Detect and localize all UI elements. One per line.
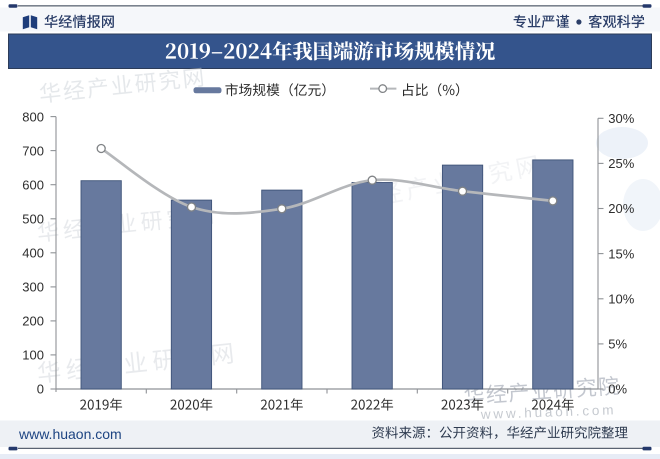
svg-text:30%: 30% xyxy=(608,111,634,126)
svg-text:25%: 25% xyxy=(608,156,634,171)
svg-text:20%: 20% xyxy=(608,201,634,216)
svg-text:0%: 0% xyxy=(608,382,627,397)
svg-text:10%: 10% xyxy=(608,292,634,307)
svg-text:www.huaon.com: www.huaon.com xyxy=(18,426,122,442)
svg-text:500: 500 xyxy=(22,211,44,226)
svg-text:www.huaon.com: www.huaon.com xyxy=(480,402,617,422)
svg-text:600: 600 xyxy=(22,177,44,192)
svg-text:200: 200 xyxy=(22,314,44,329)
svg-text:5%: 5% xyxy=(608,337,627,352)
svg-text:800: 800 xyxy=(22,109,44,124)
svg-text:300: 300 xyxy=(22,280,44,295)
svg-text:0: 0 xyxy=(37,382,44,397)
svg-text:100: 100 xyxy=(22,348,44,363)
svg-text:15%: 15% xyxy=(608,246,634,261)
svg-text:700: 700 xyxy=(22,143,44,158)
svg-text:400: 400 xyxy=(22,246,44,261)
